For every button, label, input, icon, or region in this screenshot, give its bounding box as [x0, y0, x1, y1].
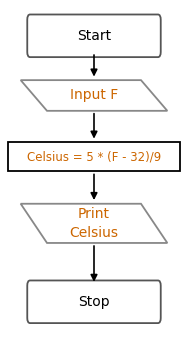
- Text: Input F: Input F: [70, 88, 118, 103]
- Text: Start: Start: [77, 29, 111, 43]
- FancyBboxPatch shape: [27, 280, 161, 323]
- Polygon shape: [21, 204, 167, 243]
- Text: Print
Celsius: Print Celsius: [70, 207, 118, 240]
- FancyBboxPatch shape: [27, 14, 161, 57]
- Polygon shape: [21, 80, 167, 111]
- Text: Stop: Stop: [78, 295, 110, 309]
- Bar: [8, 143, 180, 171]
- Text: Celsius = 5 * (F - 32)/9: Celsius = 5 * (F - 32)/9: [27, 150, 161, 163]
